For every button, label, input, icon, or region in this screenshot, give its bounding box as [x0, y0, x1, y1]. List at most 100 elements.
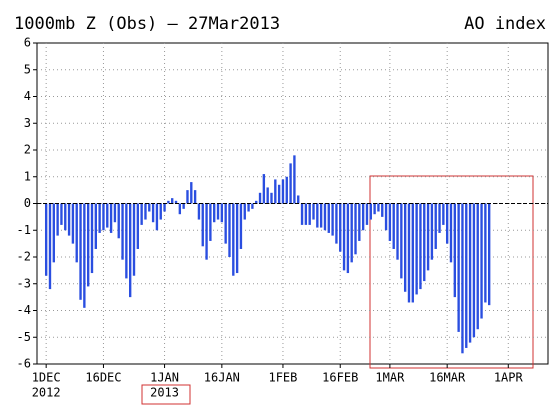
- bar: [323, 203, 327, 231]
- bar: [407, 203, 411, 303]
- y-tick-label: -1: [17, 223, 31, 237]
- bar: [361, 203, 365, 231]
- bar: [193, 190, 197, 204]
- bar: [186, 190, 189, 204]
- y-tick-label: 0: [24, 196, 31, 210]
- bar: [117, 203, 120, 239]
- x-tick-label: 1JAN: [150, 371, 179, 385]
- bar: [94, 203, 97, 249]
- y-tick-label: 6: [24, 36, 31, 50]
- bar: [52, 203, 55, 263]
- bar: [327, 203, 330, 233]
- x-tick-label: 16FEB: [322, 371, 358, 385]
- bar: [155, 203, 159, 231]
- bar: [44, 203, 48, 276]
- bar: [312, 203, 315, 220]
- bar: [342, 203, 346, 271]
- bar: [281, 179, 285, 204]
- bar: [167, 200, 170, 204]
- x-tick-label: 16MAR: [429, 371, 466, 385]
- bar: [266, 187, 269, 204]
- x-tick-label: 16DEC: [85, 371, 121, 385]
- y-tick-label: 4: [24, 89, 31, 103]
- bar: [60, 203, 63, 225]
- bar: [86, 203, 90, 287]
- bar: [251, 203, 254, 209]
- bar: [247, 203, 250, 212]
- bar: [224, 203, 227, 244]
- bar: [209, 203, 212, 241]
- y-tick-label: 3: [24, 116, 31, 130]
- bar: [476, 203, 479, 330]
- bar: [163, 203, 166, 212]
- bar: [285, 176, 288, 204]
- bar: [255, 200, 258, 204]
- bar: [56, 203, 59, 236]
- bar: [220, 203, 224, 223]
- bar: [384, 203, 388, 231]
- bar: [365, 203, 369, 225]
- x-tick-label: 1DEC: [32, 371, 61, 385]
- bar: [232, 203, 235, 276]
- bar: [445, 203, 449, 244]
- bar: [151, 203, 155, 223]
- bar: [178, 203, 182, 215]
- bar: [388, 203, 392, 241]
- bar: [136, 203, 140, 249]
- y-tick-label: 5: [24, 62, 31, 76]
- bar: [354, 203, 357, 255]
- bar: [442, 203, 445, 225]
- bar: [335, 203, 338, 244]
- bar: [381, 203, 384, 217]
- bar: [190, 182, 193, 204]
- bar: [400, 203, 403, 279]
- chart-title: 1000mb Z (Obs) – 27Mar2013: [14, 14, 280, 34]
- x-tick-label: 1MAR: [375, 371, 405, 385]
- bar: [171, 198, 174, 204]
- bar: [403, 203, 407, 292]
- bar: [411, 203, 414, 303]
- y-tick-label: -5: [17, 330, 31, 344]
- bar: [205, 203, 208, 260]
- bar: [159, 203, 162, 220]
- bar: [121, 203, 124, 260]
- bar: [132, 203, 136, 276]
- bar: [174, 200, 178, 204]
- bar: [258, 192, 262, 204]
- bar: [140, 203, 143, 225]
- y-tick-label: 1: [24, 169, 31, 183]
- x-year-label: 2013: [150, 386, 179, 400]
- bar: [64, 203, 67, 231]
- bar: [488, 203, 491, 306]
- y-tick-label: -3: [17, 276, 31, 290]
- bar: [392, 203, 395, 249]
- bar: [144, 203, 147, 220]
- highlight-box: [141, 384, 191, 405]
- bar: [377, 203, 380, 212]
- bar: [71, 203, 75, 244]
- bar: [201, 203, 204, 247]
- x-tick-label: 1APR: [494, 371, 524, 385]
- bar: [262, 174, 266, 204]
- bar: [90, 203, 94, 274]
- bar: [350, 203, 353, 263]
- x-tick-label: 1FEB: [268, 371, 297, 385]
- bar: [457, 203, 460, 332]
- bar: [182, 203, 185, 209]
- bar: [106, 203, 109, 228]
- bar: [129, 203, 132, 298]
- bar: [453, 203, 456, 298]
- bar: [358, 203, 361, 241]
- bar: [308, 203, 311, 225]
- y-tick-label: -2: [17, 250, 31, 264]
- bar: [213, 203, 216, 223]
- y-tick-label: 2: [24, 143, 31, 157]
- bar: [277, 184, 281, 204]
- bar: [148, 203, 151, 212]
- bar: [373, 203, 376, 215]
- bar: [113, 203, 117, 223]
- bar: [274, 179, 277, 204]
- bar: [465, 203, 468, 348]
- bar: [75, 203, 78, 263]
